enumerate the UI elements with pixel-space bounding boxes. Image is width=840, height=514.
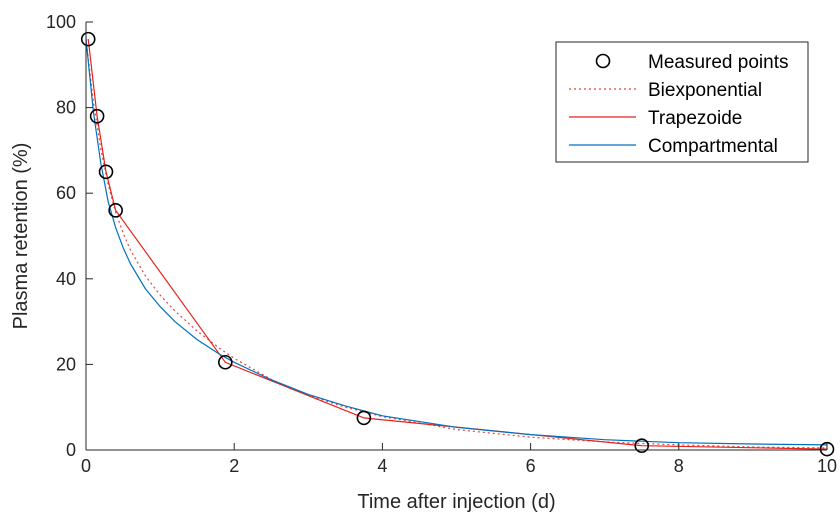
- measured-point: [98, 164, 114, 180]
- measured-point: [819, 441, 835, 457]
- x-tick-label: 4: [377, 456, 387, 476]
- x-tick-label: 6: [526, 456, 536, 476]
- plot-lines: [85, 39, 828, 450]
- measured-point: [80, 31, 96, 47]
- y-tick-label: 80: [56, 98, 76, 118]
- legend-label: Biexponential: [648, 80, 762, 101]
- x-tick-label: 10: [817, 456, 837, 476]
- y-tick-label: 40: [56, 269, 76, 289]
- x-tick-label: 0: [81, 456, 91, 476]
- y-axis-label: Plasma retention (%): [10, 143, 32, 330]
- legend-label: Measured points: [648, 52, 788, 73]
- measured-point: [89, 108, 105, 124]
- y-tick-label: 60: [56, 183, 76, 203]
- legend-box: [555, 41, 809, 163]
- measured-point: [634, 438, 650, 454]
- x-tick-label: 2: [229, 456, 239, 476]
- compartmental-line: [85, 39, 828, 446]
- measured-point: [356, 410, 372, 426]
- trapezoide-line: [87, 39, 828, 450]
- y-tick-label: 100: [46, 12, 76, 32]
- y-tick-label: 0: [66, 440, 76, 460]
- x-axis-label: Time after injection (d): [357, 491, 555, 513]
- legend: Measured points Biexponential Trapezoide Co…: [555, 41, 809, 163]
- legend-label: Trapezoide: [648, 108, 742, 129]
- measured-point-markers: [80, 31, 835, 457]
- measured-point: [108, 203, 123, 218]
- legend-marker-measured-points: [595, 53, 611, 69]
- x-tick-label: 8: [674, 456, 684, 476]
- y-tick-label: 20: [56, 354, 76, 374]
- legend-label: Compartmental: [648, 136, 778, 157]
- measured-point: [218, 354, 233, 370]
